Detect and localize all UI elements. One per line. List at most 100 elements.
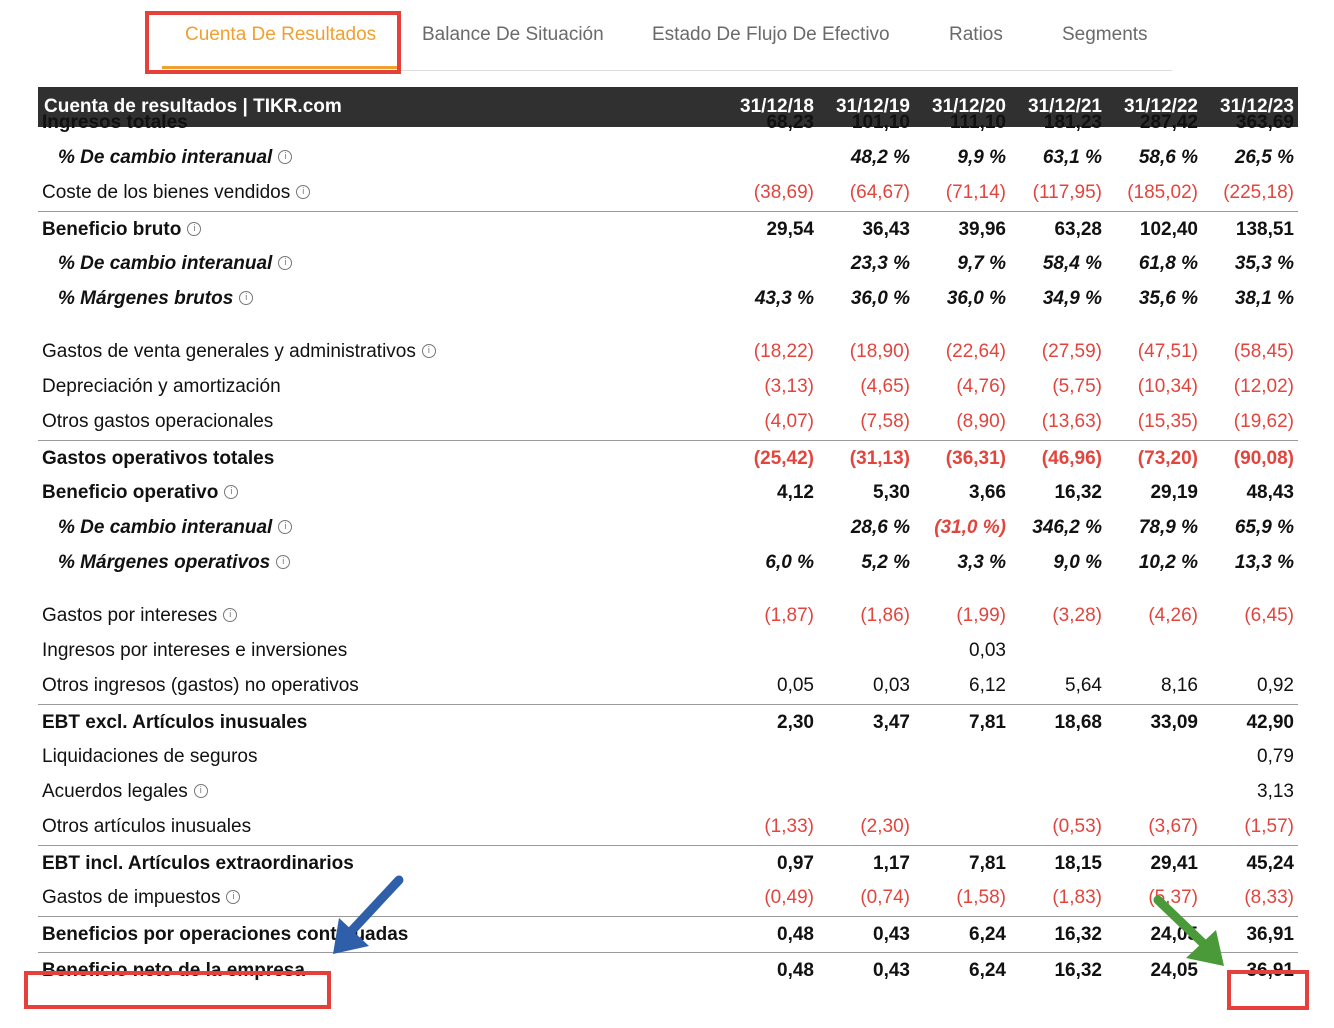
table-cell: 7,81 [969,711,1006,733]
table-cell: 29,41 [1150,852,1198,874]
row-label: Beneficio neto de la empresa [38,960,722,982]
row-label: EBT excl. Artículos inusuales [38,712,722,734]
table-cell: 24,05 [1150,959,1198,981]
blue-arrow-icon [333,875,404,954]
active-tab-underline [162,66,400,69]
row-label-text: Gastos por intereses [42,604,218,626]
table-cell: 6,0 % [765,551,814,573]
info-icon[interactable]: i [239,291,254,306]
info-icon[interactable]: i [276,555,291,570]
info-icon[interactable]: i [278,150,293,165]
table-cell: (18,90) [849,340,910,362]
table-cell: 0,92 [1257,674,1294,696]
table-cell: (12,02) [1233,375,1294,397]
table-cell: (25,42) [753,447,814,469]
table-cell: 138,51 [1235,218,1294,240]
row-label-text: % De cambio interanual [58,516,273,538]
table-row: % De cambio interanual i 28,6 % (31,0 %) 346… [38,510,1298,545]
green-arrow-icon [1153,895,1224,966]
table-cell: (4,76) [956,375,1006,397]
tab-balance-de-situacion[interactable]: Balance De Situación [422,24,604,45]
table-cell: (7,58) [860,410,910,432]
row-label: Gastos de impuestos i [38,887,722,909]
table-row: Otros ingresos (gastos) no operativos 0,0… [38,668,1298,703]
table-cell: 36,0 % [850,287,910,309]
table-row: Depreciación y amortización (3,13) (4,65) (… [38,369,1298,404]
table-cell: 363,69 [1235,111,1294,133]
info-icon[interactable]: i [278,256,293,271]
table-cell: 13,3 % [1234,551,1294,573]
info-icon[interactable]: i [193,784,208,799]
table-cell: (1,33) [764,815,814,837]
table-cell: 0,48 [777,923,814,945]
table-cell: 48,2 % [850,146,910,168]
table-cell: 18,68 [1054,711,1102,733]
table-row: Beneficio bruto i 29,54 36,43 39,96 63,28 102,… [38,211,1298,247]
active-tab-highlight-box [145,11,401,74]
tab-estado-de-flujo-de-efectivo[interactable]: Estado De Flujo De Efectivo [652,24,890,45]
row-label: % De cambio interanual i [38,147,722,169]
table-cell: 5,30 [873,481,910,503]
table-cell: (58,45) [1233,340,1294,362]
info-icon[interactable]: i [187,222,202,237]
tab-ratios[interactable]: Ratios [949,24,1003,45]
row-label: Ingresos totales [38,112,722,134]
table-row: % De cambio interanual i 23,3 % 9,7 % 58,4 %… [38,246,1298,281]
table-cell: 6,24 [969,959,1006,981]
row-label: Depreciación y amortización [38,376,722,398]
table-cell: 0,43 [873,923,910,945]
row-label-text: % De cambio interanual [58,146,273,168]
table-cell: 5,64 [1065,674,1102,696]
row-label: % De cambio interanual i [38,517,722,539]
table-cell: (15,35) [1137,410,1198,432]
table-cell: 16,32 [1054,481,1102,503]
row-label-text: Gastos de impuestos [42,886,221,908]
row-label: Otros gastos operacionales [38,411,722,433]
info-icon[interactable]: i [223,608,238,623]
table-cell: 61,8 % [1138,252,1198,274]
table-cell: (13,63) [1041,410,1102,432]
table-cell: 35,3 % [1234,252,1294,274]
table-cell: 16,32 [1054,959,1102,981]
table-cell: (3,13) [764,375,814,397]
table-cell: (1,57) [1244,815,1294,837]
row-label-text: Acuerdos legales [42,780,188,802]
tab-cuenta-de-resultados[interactable]: Cuenta De Resultados [185,24,377,45]
table-row: % De cambio interanual i 48,2 % 9,9 % 63,1 %… [38,140,1298,175]
table-cell: 36,0 % [946,287,1006,309]
info-icon[interactable]: i [421,344,436,359]
table-cell: 3,66 [969,481,1006,503]
info-icon[interactable]: i [296,185,311,200]
table-cell: 48,43 [1246,481,1294,503]
table-cell: (185,02) [1127,181,1198,203]
row-label-text: Depreciación y amortización [42,375,281,397]
column-header: 31/12/23 [1220,96,1294,117]
row-label-text: % Márgenes operativos [58,551,271,573]
row-label: Liquidaciones de seguros [38,746,722,768]
table-row: Beneficio neto de la empresa 0,48 0,43 6,24… [38,952,1298,988]
table-cell: 63,1 % [1042,146,1102,168]
row-label: Gastos operativos totales [38,448,722,470]
table-cell: 2,30 [777,711,814,733]
tab-segments[interactable]: Segments [1062,24,1148,45]
table-cell: (64,67) [849,181,910,203]
table-cell: 0,43 [873,959,910,981]
info-icon[interactable]: i [278,520,293,535]
info-icon[interactable]: i [224,485,239,500]
table-cell: (3,28) [1052,604,1102,626]
income-statement-table: Cuenta de resultados | TIKR.com 31/12/18… [38,87,1298,981]
row-label: Gastos de venta generales y administrati… [38,341,722,363]
info-icon[interactable]: i [226,890,241,905]
row-label-text: Beneficio neto de la empresa [42,959,305,981]
row-label: Beneficios por operaciones continuadas [38,924,722,946]
table-cell: (38,69) [753,181,814,203]
table-cell: (1,99) [956,604,1006,626]
net-income-label-highlight-box [24,971,331,1009]
table-cell: (10,34) [1137,375,1198,397]
table-cell: (27,59) [1041,340,1102,362]
table-cell: 33,09 [1150,711,1198,733]
table-cell: 36,91 [1246,923,1294,945]
table-cell: (4,65) [860,375,910,397]
table-row: EBT excl. Artículos inusuales 2,30 3,47 7,8… [38,704,1298,740]
table-cell: (4,07) [764,410,814,432]
